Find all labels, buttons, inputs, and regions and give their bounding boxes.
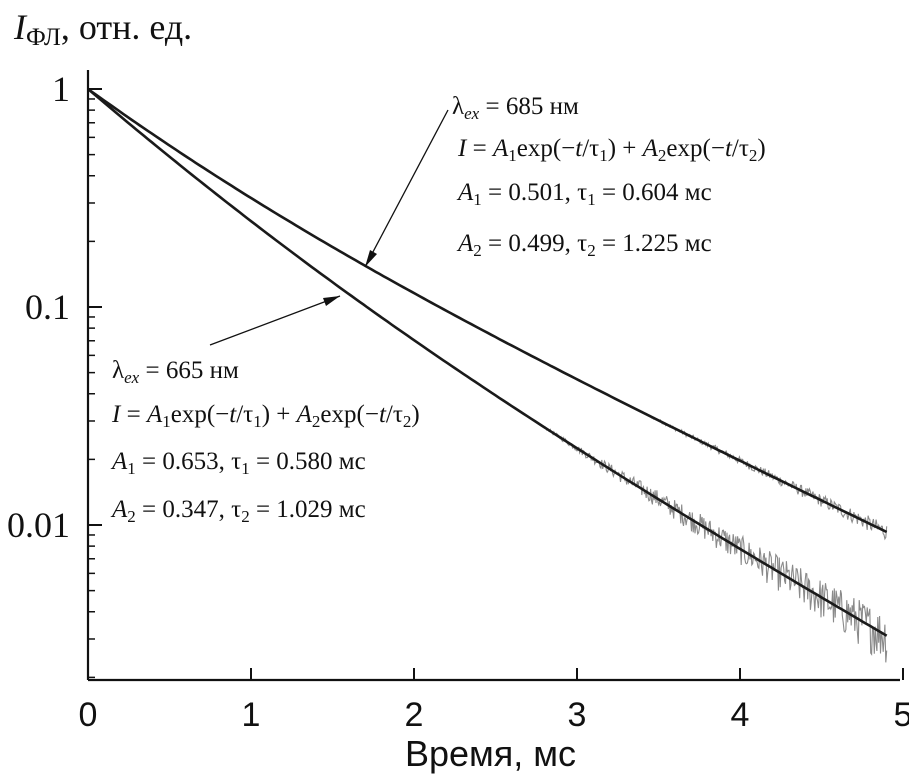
fit-curve-1 (87, 88, 888, 637)
y-tick-label: 0.01 (7, 505, 70, 545)
y-tick-label: 0.1 (25, 287, 70, 327)
annotation-665-lambda: λex = 665 нм (112, 357, 239, 387)
annotation-665-formula: I = A1exp(−t/τ1) + A2exp(−t/τ2) (112, 401, 420, 431)
axes (86, 70, 900, 682)
annotation-685-params1: A1 = 0.501, τ1 = 0.604 мс (458, 179, 712, 209)
arrow-685 (364, 109, 449, 268)
x-tick-label: 4 (731, 696, 750, 734)
x-tick-label: 1 (242, 696, 261, 734)
x-tick-label: 3 (568, 696, 587, 734)
y-axis-label: IФЛ, отн. ед. (14, 7, 193, 51)
annotation-665-params1: A1 = 0.653, τ1 = 0.580 мс (112, 448, 366, 478)
annotation-665-params2: A2 = 0.347, τ2 = 1.029 мс (112, 496, 366, 526)
x-axis-label: Время, мс (405, 733, 577, 774)
annotation-685-lambda: λex = 685 нм (452, 93, 579, 123)
annotation-685-params2: A2 = 0.499, τ2 = 1.225 мс (458, 230, 712, 260)
arrow-665 (209, 295, 341, 346)
arrowhead-665 (323, 296, 340, 306)
x-tick-label: 5 (894, 696, 909, 734)
x-tick-label: 0 (79, 696, 98, 734)
y-tick-label: 1 (52, 69, 70, 109)
fit-curve-0 (87, 87, 888, 534)
annotation-arrows (209, 109, 449, 346)
ticks (87, 88, 904, 680)
annotation-685-formula: I = A1exp(−t/τ1) + A2exp(−t/τ2) (458, 135, 766, 165)
x-tick-label: 2 (405, 696, 424, 734)
arrowhead-685 (365, 250, 377, 267)
tick-labels: 0 1 2 3 4 5 1 0.1 0.01 (7, 69, 909, 734)
fit-lines-layer (87, 87, 888, 637)
